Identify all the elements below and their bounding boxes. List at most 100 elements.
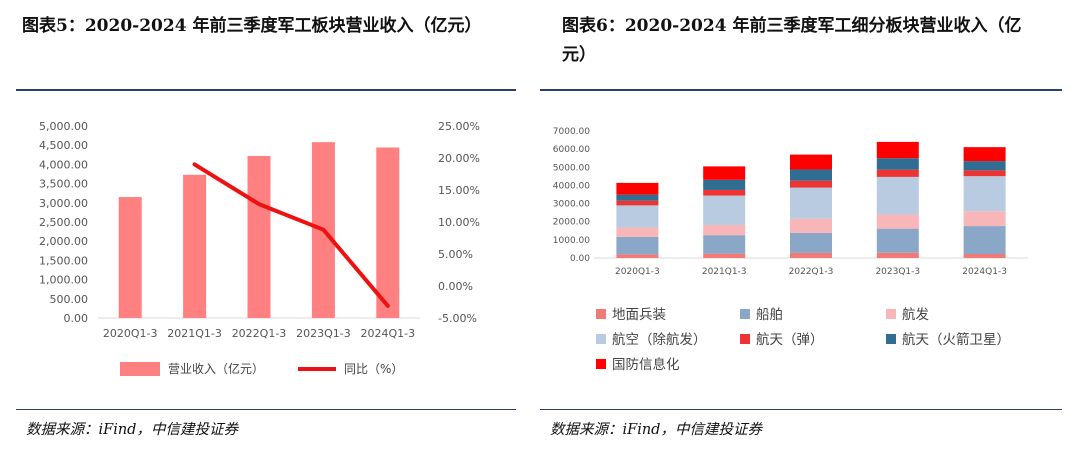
revenue-bar [118, 197, 142, 318]
right-y-tick-label: 15.00% [438, 184, 480, 197]
right-title-rule [540, 89, 1062, 91]
stack-segment [876, 141, 919, 159]
stack-segment [790, 154, 832, 170]
x-tick-label: 2021Q1-3 [167, 327, 222, 340]
stack-segment [616, 182, 659, 195]
stack-segment [876, 214, 919, 229]
legend-label: 航天（火箭卫星） [902, 331, 1010, 348]
stack-segment [703, 253, 746, 258]
left-title-text: 2020-2024 年前三季度军工板块营业收入（亿元） [84, 16, 482, 36]
stack-segment [616, 200, 659, 206]
right-chart: 0.00 1000.00 2000.00 3000.00 4000.00 5000.00 6… [553, 127, 1028, 373]
stack-segment [963, 211, 1006, 227]
legend-label: 航天（弹） [756, 332, 824, 348]
stack-segment [703, 235, 746, 254]
legend-label: 航发 [902, 307, 930, 323]
yoy-line [192, 162, 390, 308]
x-tick-label: 2020Q1-3 [615, 267, 660, 277]
legend-label-revenue: 营业收入（亿元） [168, 361, 264, 376]
revenue-bar [247, 155, 271, 318]
stack-segment [876, 252, 919, 258]
legend-label: 国防信息化 [612, 356, 680, 373]
panel-left: 图表5：2020-2024 年前三季度军工板块营业收入（亿元） 0.00 500.… [16, 12, 516, 438]
right-figure-label: 图表6： [562, 16, 625, 36]
y-tick-label: 3000.00 [553, 200, 590, 210]
left-figure-label: 图表5： [22, 16, 85, 36]
x-tick-label: 2020Q1-3 [103, 327, 158, 340]
left-y-tick-label: 0.00 [64, 312, 89, 325]
y-tick-label: 6000.00 [553, 145, 590, 155]
panel-right: 图表6：2020-2024 年前三季度军工细分板块营业收入（亿元） 0.00 10… [540, 0, 1080, 450]
left-title-rule [16, 89, 516, 91]
stack-segment [616, 236, 659, 255]
revenue-bar [376, 147, 400, 318]
right-title-text: 2020-2024 年前三季度军工细分板块营业收入（亿元） [562, 16, 1022, 65]
stack-segment [963, 147, 1006, 162]
x-tick-label: 2021Q1-3 [702, 267, 747, 277]
stack-segment [963, 226, 1006, 255]
legend-label: 船舶 [756, 307, 783, 323]
stack-segment [616, 205, 659, 228]
left-y-tick-label: 500.00 [50, 293, 89, 306]
stack-segment [616, 227, 659, 237]
stack-segment [790, 252, 832, 258]
stack-segment [876, 158, 919, 170]
legend-swatch [740, 309, 750, 319]
right-y-tick-label: 25.00% [438, 120, 480, 133]
stack-segment [963, 161, 1006, 171]
y-tick-label: 2000.00 [553, 218, 590, 228]
right-source-rule [540, 409, 1062, 410]
left-y-tick-label: 4,000.00 [39, 158, 88, 171]
legend-swatch [886, 334, 896, 344]
legend-swatch [886, 309, 896, 319]
y-tick-label: 1000.00 [553, 236, 590, 246]
right-y-tick-label: -5.00% [438, 312, 477, 325]
revenue-bar [183, 174, 207, 318]
stack-segment [963, 254, 1006, 258]
y-tick-label: 4000.00 [553, 181, 590, 191]
left-chart: 0.00 500.00 1,000.00 1,500.00 2,000.00 2,500.… [39, 120, 480, 376]
stack-segment [790, 169, 832, 181]
stack-segment [703, 189, 746, 196]
right-y-tick-label: 5.00% [438, 248, 473, 261]
left-y-tick-label: 4,500.00 [39, 139, 88, 152]
legend-label: 地面兵装 [612, 307, 666, 323]
left-y-tick-label: 3,500.00 [39, 178, 88, 191]
stack-segment [616, 194, 659, 201]
stack-segment [876, 228, 919, 253]
left-y-tick-label: 1,500.00 [39, 254, 88, 267]
x-tick-label: 2023Q1-3 [875, 267, 920, 277]
stack-segment [703, 166, 746, 180]
stack-segment [963, 176, 1006, 212]
legend-swatch-revenue [120, 362, 160, 376]
left-y-tick-label: 2,000.00 [39, 235, 88, 248]
y-tick-label: 5000.00 [553, 163, 590, 173]
legend-label: 航空（除航发） [612, 332, 707, 348]
y-tick-label: 0.00 [570, 254, 590, 264]
right-y-tick-label: 20.00% [438, 152, 480, 165]
left-title: 图表5：2020-2024 年前三季度军工板块营业收入（亿元） [22, 12, 502, 41]
y-tick-label: 7000.00 [553, 127, 590, 137]
right-y-tick-label: 10.00% [438, 216, 480, 229]
left-y-tick-label: 3,000.00 [39, 197, 88, 210]
stack-segment [703, 224, 746, 236]
x-tick-label: 2023Q1-3 [296, 327, 351, 340]
legend-label-yoy: 同比（%） [344, 362, 403, 376]
stack-segment [790, 232, 832, 253]
x-tick-label: 2022Q1-3 [232, 327, 287, 340]
stack-segment [703, 195, 746, 225]
stack-segment [790, 218, 832, 233]
stack-segment [963, 170, 1006, 177]
x-tick-label: 2024Q1-3 [962, 267, 1007, 277]
left-y-tick-label: 5,000.00 [39, 120, 88, 133]
stack-segment [876, 176, 919, 215]
x-tick-label: 2022Q1-3 [789, 267, 834, 277]
stack-segment [616, 254, 659, 258]
stack-segment [790, 180, 832, 188]
right-title: 图表6：2020-2024 年前三季度军工细分板块营业收入（亿元） [562, 12, 1042, 70]
stack-segment [876, 169, 919, 177]
legend-swatch [740, 334, 750, 344]
stack-segment [703, 179, 746, 190]
legend-swatch [596, 309, 606, 319]
legend-swatch [596, 334, 606, 344]
